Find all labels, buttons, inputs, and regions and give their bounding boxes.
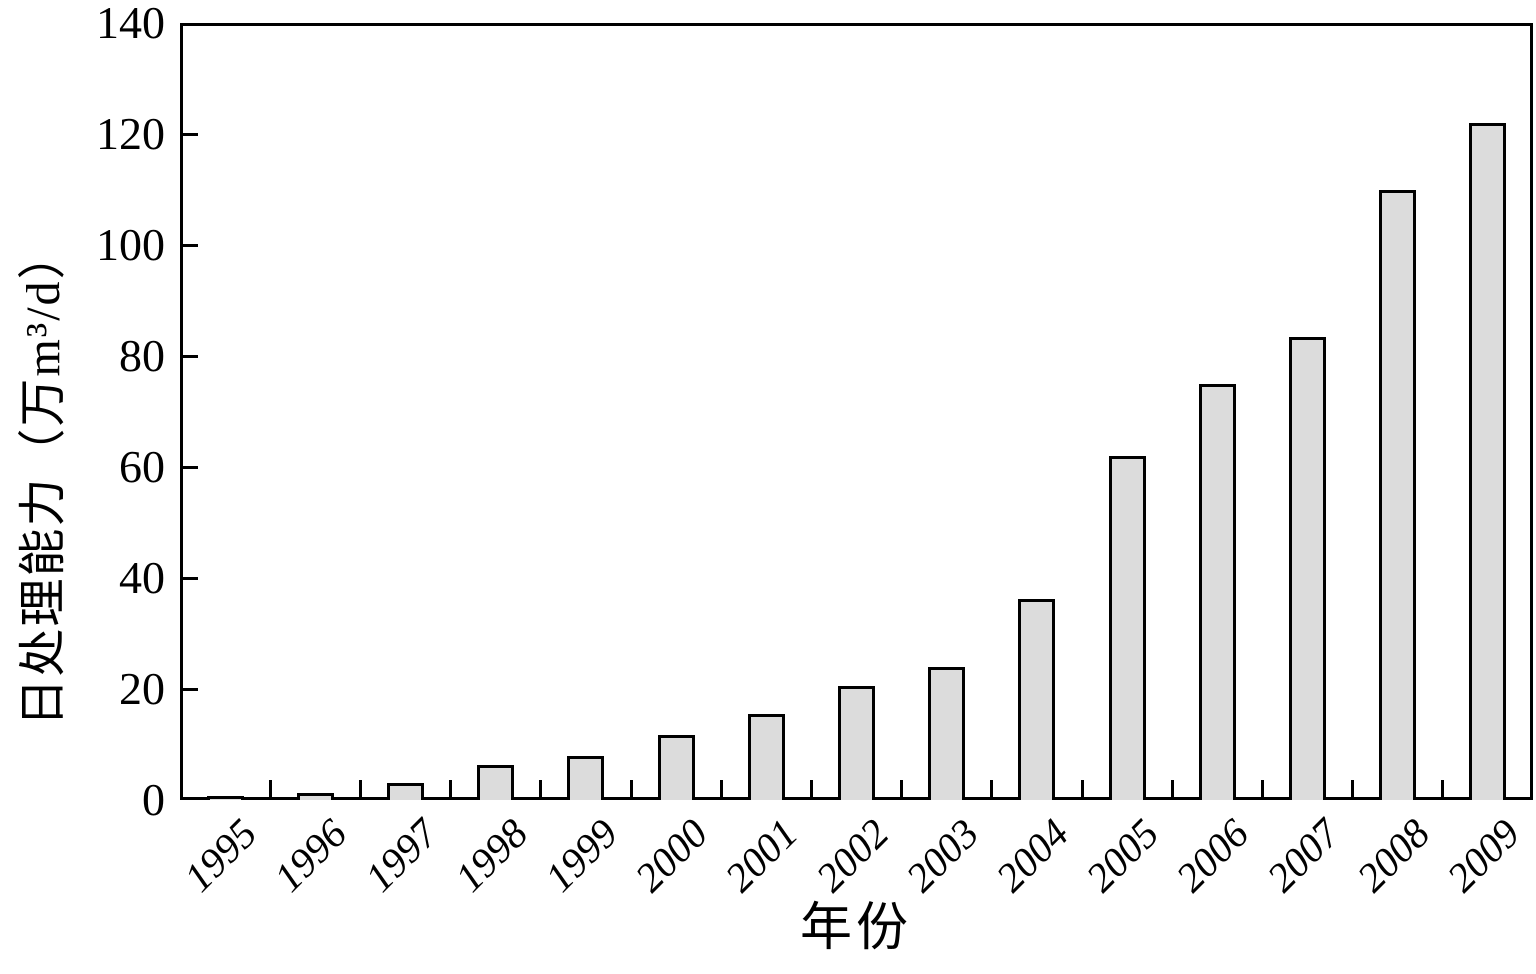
y-tick-label-120: 120 xyxy=(96,108,165,159)
y-tick-120 xyxy=(183,132,198,136)
x-tick-label-2005: 2005 xyxy=(1077,809,1168,901)
x-boundary-tick-2 xyxy=(358,780,362,797)
bar-1998 xyxy=(477,765,515,800)
bar-1999 xyxy=(567,755,605,800)
y-tick-label-80: 80 xyxy=(119,330,165,381)
x-boundary-tick-7 xyxy=(809,780,813,797)
y-tick-80 xyxy=(183,354,198,358)
y-axis-title: 日处理能力（万m³/d） xyxy=(17,229,70,727)
x-boundary-tick-8 xyxy=(900,780,904,797)
x-tick-label-2006: 2006 xyxy=(1167,809,1258,901)
bar-2006 xyxy=(1198,383,1236,800)
bar-2007 xyxy=(1289,336,1326,800)
x-tick-label-2000: 2000 xyxy=(626,809,717,901)
y-tick-label-140: 140 xyxy=(96,0,165,48)
x-boundary-tick-5 xyxy=(629,780,633,797)
x-boundary-tick-1 xyxy=(268,780,272,797)
y-tick-label-20: 20 xyxy=(119,663,165,714)
x-boundary-tick-4 xyxy=(539,780,543,797)
bar-2001 xyxy=(747,713,785,800)
y-tick-label-100: 100 xyxy=(96,219,165,270)
x-boundary-tick-6 xyxy=(719,780,723,797)
x-tick-label-2007: 2007 xyxy=(1257,809,1348,901)
x-tick-label-1997: 1997 xyxy=(355,809,446,901)
x-tick-label-2004: 2004 xyxy=(986,809,1078,901)
x-boundary-tick-13 xyxy=(1351,780,1355,797)
x-tick-label-2003: 2003 xyxy=(896,809,988,901)
bar-2000 xyxy=(657,734,695,800)
x-boundary-tick-11 xyxy=(1170,780,1174,797)
x-boundary-tick-14 xyxy=(1441,780,1445,797)
bar-2004 xyxy=(1018,598,1056,800)
x-boundary-tick-3 xyxy=(449,780,453,797)
bar-2002 xyxy=(838,686,875,800)
bar-2008 xyxy=(1379,189,1417,800)
y-tick-40 xyxy=(183,576,198,580)
bar-2005 xyxy=(1108,455,1146,800)
y-tick-100 xyxy=(183,243,198,247)
x-tick-label-2002: 2002 xyxy=(806,809,897,901)
bar-1996 xyxy=(296,793,334,800)
bar-1997 xyxy=(387,783,424,800)
y-tick-label-60: 60 xyxy=(119,441,165,492)
bar-2003 xyxy=(928,666,966,800)
x-tick-label-1998: 1998 xyxy=(445,809,537,901)
bar-1995 xyxy=(206,795,244,800)
y-tick-label-40: 40 xyxy=(119,552,165,603)
y-tick-60 xyxy=(183,465,198,469)
x-axis-title: 年份 xyxy=(799,900,913,957)
y-tick-label-0: 0 xyxy=(142,774,165,825)
x-boundary-tick-9 xyxy=(990,780,994,797)
x-tick-label-2001: 2001 xyxy=(716,809,807,901)
y-tick-20 xyxy=(183,687,198,691)
x-tick-label-1995: 1995 xyxy=(175,809,266,901)
x-tick-label-1999: 1999 xyxy=(535,809,627,901)
plot-area xyxy=(180,23,1533,800)
x-boundary-tick-12 xyxy=(1260,780,1264,797)
bar-2009 xyxy=(1469,122,1507,800)
x-tick-label-1996: 1996 xyxy=(265,809,356,901)
x-boundary-tick-10 xyxy=(1080,780,1084,797)
x-tick-label-2008: 2008 xyxy=(1347,809,1439,901)
x-tick-label-2009: 2009 xyxy=(1437,809,1529,901)
